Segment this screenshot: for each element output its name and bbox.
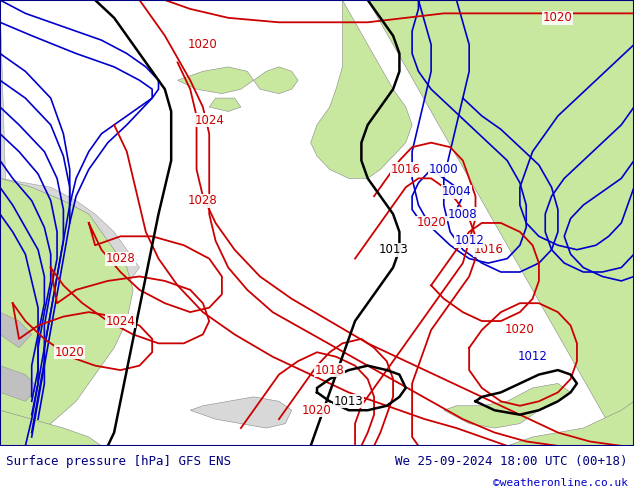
Polygon shape [254, 67, 298, 94]
Text: 1012: 1012 [517, 350, 548, 363]
Polygon shape [0, 178, 133, 446]
Text: We 25-09-2024 18:00 UTC (00+18): We 25-09-2024 18:00 UTC (00+18) [395, 455, 628, 468]
Text: 1000: 1000 [429, 163, 458, 176]
Text: 1008: 1008 [448, 208, 477, 220]
Text: 1020: 1020 [417, 217, 446, 229]
Polygon shape [190, 397, 292, 428]
Text: 1016: 1016 [391, 163, 421, 176]
Polygon shape [178, 67, 254, 94]
Polygon shape [0, 0, 139, 410]
Text: 1020: 1020 [543, 11, 573, 24]
Polygon shape [507, 401, 634, 446]
Text: 1013: 1013 [334, 395, 363, 408]
Polygon shape [0, 410, 101, 446]
Text: 1024: 1024 [105, 315, 136, 327]
Text: 1013: 1013 [378, 243, 408, 256]
Text: 1020: 1020 [55, 346, 84, 359]
Text: 1004: 1004 [442, 185, 471, 198]
Text: 1028: 1028 [188, 194, 217, 207]
Text: 1028: 1028 [106, 252, 135, 265]
Text: 1016: 1016 [473, 243, 503, 256]
Text: 1024: 1024 [194, 114, 224, 127]
Polygon shape [368, 0, 634, 446]
Text: 1020: 1020 [188, 38, 217, 51]
Text: Surface pressure [hPa] GFS ENS: Surface pressure [hPa] GFS ENS [6, 455, 231, 468]
Text: 1020: 1020 [505, 323, 534, 337]
Polygon shape [444, 384, 571, 428]
Polygon shape [0, 366, 38, 401]
Text: 1020: 1020 [302, 404, 332, 416]
Text: 1018: 1018 [315, 364, 344, 377]
Polygon shape [209, 98, 241, 112]
Text: ©weatheronline.co.uk: ©weatheronline.co.uk [493, 478, 628, 489]
Polygon shape [0, 312, 32, 348]
Polygon shape [311, 0, 412, 178]
Text: 1012: 1012 [454, 234, 484, 247]
